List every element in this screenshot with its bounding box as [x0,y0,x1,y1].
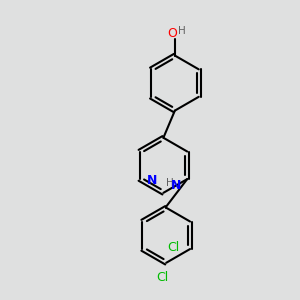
Text: N: N [146,175,157,188]
Text: Cl: Cl [167,241,179,254]
Text: O: O [167,27,177,40]
Text: H: H [166,178,173,188]
Text: Cl: Cl [156,271,169,284]
Text: N: N [171,179,182,192]
Text: H: H [178,26,186,36]
